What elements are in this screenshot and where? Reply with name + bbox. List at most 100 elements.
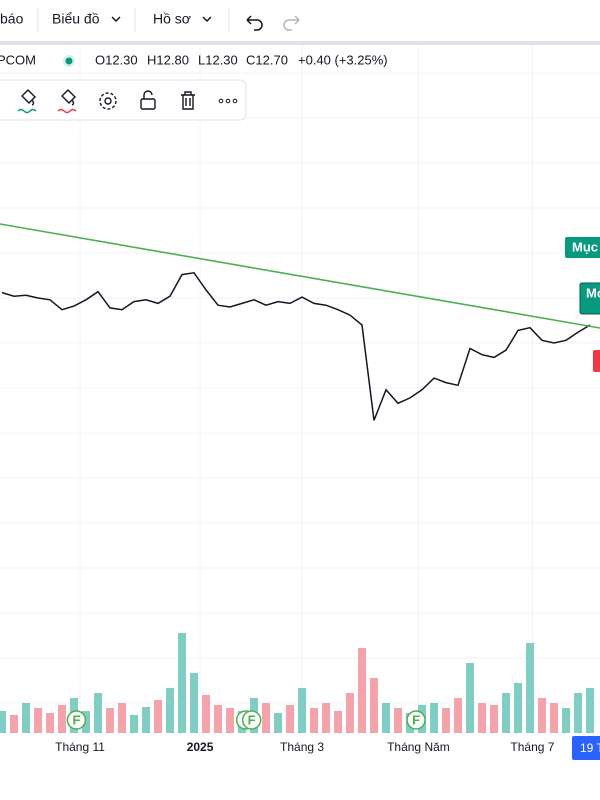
volume-bar bbox=[10, 715, 19, 733]
volume-bar bbox=[562, 708, 571, 733]
event-marker-label: F bbox=[72, 712, 80, 727]
status-dot bbox=[65, 57, 73, 65]
icon-delete[interactable] bbox=[181, 91, 195, 110]
icon-more bbox=[232, 98, 238, 104]
time-axis bbox=[0, 733, 600, 800]
icon-lock bbox=[143, 90, 153, 99]
price-label bbox=[565, 237, 600, 258]
volume-bar bbox=[154, 700, 163, 733]
price-label bbox=[593, 350, 600, 372]
volume-bar bbox=[34, 708, 43, 733]
volume-bar bbox=[262, 703, 271, 733]
toolbar-box bbox=[0, 79, 247, 121]
ohlc: O12.30 bbox=[95, 52, 138, 67]
volume-bar bbox=[490, 705, 499, 733]
volume-bar bbox=[130, 715, 139, 733]
x-tick-label: Tháng 3 bbox=[280, 740, 324, 754]
volume-bar bbox=[178, 633, 187, 733]
price-label bbox=[579, 282, 600, 315]
ohlc: L12.30 bbox=[198, 52, 238, 67]
chevron bbox=[202, 16, 212, 23]
volume-bar bbox=[202, 695, 211, 733]
icon-fill[interactable] bbox=[21, 89, 36, 106]
chevron bbox=[111, 16, 121, 23]
volume-bar bbox=[310, 708, 319, 733]
volume-bar bbox=[0, 711, 7, 733]
volume-bar bbox=[274, 713, 283, 733]
volume-bar bbox=[514, 683, 523, 733]
time-axis-labels: Tháng 11 2025 Tháng 3 Tháng Năm Tháng 7 bbox=[55, 740, 555, 754]
volume-bar bbox=[574, 693, 583, 733]
x-tick-label: Tháng 7 bbox=[510, 740, 554, 754]
volume-bar bbox=[94, 693, 103, 733]
plot-area: FFFF bbox=[0, 45, 600, 733]
volume-bar bbox=[214, 705, 223, 733]
icon-more[interactable] bbox=[218, 98, 224, 104]
event-marker-label: F bbox=[248, 712, 256, 727]
undo[interactable] bbox=[246, 15, 263, 31]
volume-bar bbox=[346, 693, 355, 733]
price-label-text: Mở bbox=[586, 285, 600, 300]
current-time-box bbox=[572, 736, 600, 760]
event-marker[interactable] bbox=[406, 710, 426, 730]
volume-bar bbox=[298, 688, 307, 733]
icon-more bbox=[225, 98, 231, 104]
volume-bar bbox=[166, 688, 175, 733]
icon-color bbox=[57, 108, 77, 114]
ohlc: H12.80 bbox=[147, 52, 189, 67]
toolbar bbox=[0, 0, 600, 42]
volume-bar bbox=[358, 648, 367, 733]
volume-bar bbox=[430, 703, 439, 733]
menu-item[interactable]: báo bbox=[0, 11, 24, 27]
current-time: 19 T bbox=[580, 741, 600, 755]
volume-bar bbox=[190, 673, 199, 733]
x-tick-label: Tháng 11 bbox=[55, 740, 105, 754]
volume-bar bbox=[454, 698, 463, 733]
x-tick-label: 2025 bbox=[187, 740, 214, 754]
volume-bar bbox=[394, 708, 403, 733]
volume-bar bbox=[370, 678, 379, 733]
volume-bar bbox=[586, 688, 595, 733]
icon-settings[interactable] bbox=[99, 92, 117, 110]
volume-bar bbox=[46, 713, 55, 733]
event-marker-label: F bbox=[412, 712, 420, 727]
volume-bar bbox=[286, 705, 295, 733]
price-label-text: Mục bbox=[572, 239, 598, 254]
x-tick-label: Tháng Năm bbox=[387, 740, 450, 754]
menu-item[interactable]: Hồ sơ bbox=[153, 11, 191, 27]
menu-item[interactable]: Biểu đồ bbox=[52, 11, 100, 27]
volume-bar bbox=[442, 708, 451, 733]
icon-color bbox=[17, 108, 37, 114]
volume-bar bbox=[382, 703, 391, 733]
event-marker[interactable] bbox=[66, 710, 87, 730]
volume-bar bbox=[322, 703, 331, 733]
separator bbox=[0, 41, 600, 45]
volume-bar bbox=[58, 705, 67, 733]
redo[interactable] bbox=[283, 15, 300, 31]
volume-bar bbox=[22, 703, 31, 733]
volume-bar bbox=[478, 703, 487, 733]
trend-line[interactable] bbox=[0, 223, 600, 329]
icon-fill[interactable] bbox=[61, 89, 76, 106]
volume-bar bbox=[526, 643, 535, 733]
volume-bar bbox=[82, 711, 91, 733]
volume-bar bbox=[142, 707, 151, 733]
symbol: PCOM bbox=[0, 52, 36, 67]
volume-bar bbox=[550, 703, 559, 733]
drawing-toolbar bbox=[0, 79, 247, 121]
price-line bbox=[1, 271, 591, 421]
event-marker[interactable] bbox=[241, 710, 262, 730]
volume-bar bbox=[466, 663, 475, 733]
volume-bar bbox=[118, 703, 127, 733]
volume-bar bbox=[226, 708, 235, 733]
icon-lock[interactable] bbox=[140, 98, 156, 110]
volume-bar bbox=[502, 693, 511, 733]
change: +0.40 (+3.25%) bbox=[298, 52, 388, 67]
ohlc: C12.70 bbox=[246, 52, 288, 67]
icon-settings[interactable] bbox=[104, 97, 112, 105]
volume-bar bbox=[106, 708, 115, 733]
volume-bar bbox=[334, 711, 343, 733]
volume-bar bbox=[538, 698, 547, 733]
